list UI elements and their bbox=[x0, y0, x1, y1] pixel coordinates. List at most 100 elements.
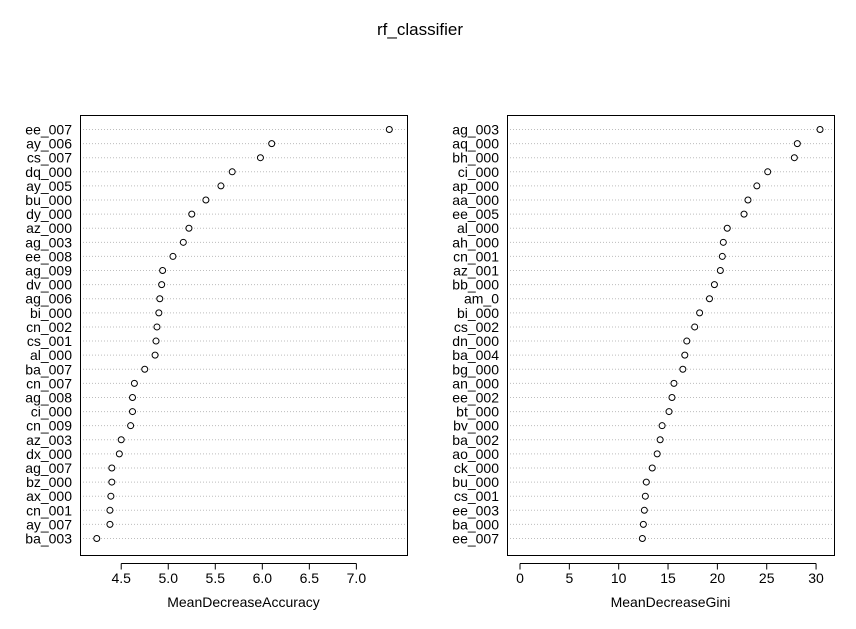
category-label: bg_000 bbox=[452, 361, 499, 377]
data-point bbox=[385, 126, 393, 133]
data-point bbox=[155, 309, 163, 317]
data-point bbox=[130, 379, 138, 387]
data-point bbox=[152, 337, 160, 345]
category-label: ba_004 bbox=[452, 347, 499, 363]
x-tick-label: 30 bbox=[808, 570, 824, 586]
category-label: dn_000 bbox=[452, 333, 499, 349]
data-point bbox=[668, 393, 676, 401]
data-point bbox=[793, 140, 801, 148]
data-point bbox=[691, 323, 699, 331]
data-point bbox=[169, 252, 177, 260]
category-label: ee_002 bbox=[452, 389, 499, 405]
category-label: ax_000 bbox=[26, 488, 72, 504]
data-point bbox=[740, 210, 748, 218]
data-point bbox=[217, 182, 225, 190]
data-point bbox=[681, 351, 689, 359]
category-label: bz_000 bbox=[26, 474, 72, 490]
data-point bbox=[639, 520, 647, 528]
category-label: aq_000 bbox=[452, 136, 499, 152]
data-point bbox=[656, 436, 664, 444]
category-label: ag_007 bbox=[25, 460, 72, 476]
data-point bbox=[653, 450, 661, 458]
category-label: ag_003 bbox=[452, 122, 499, 138]
category-label: ck_000 bbox=[454, 460, 499, 476]
data-point bbox=[641, 492, 649, 500]
category-label: bt_000 bbox=[456, 404, 499, 420]
chart-title: rf_classifier bbox=[377, 20, 463, 39]
data-point bbox=[710, 281, 718, 289]
data-point bbox=[127, 422, 135, 430]
category-label: bi_000 bbox=[30, 305, 72, 321]
category-label: am_0 bbox=[464, 291, 499, 307]
data-point bbox=[108, 464, 116, 472]
category-label: cn_002 bbox=[26, 319, 72, 335]
category-label: cn_009 bbox=[26, 418, 72, 434]
category-label: dv_000 bbox=[26, 277, 72, 293]
data-point bbox=[753, 182, 761, 190]
category-label: dy_000 bbox=[26, 206, 72, 222]
plot-frame bbox=[507, 115, 835, 556]
x-tick-label: 0 bbox=[516, 570, 524, 586]
data-point bbox=[640, 506, 648, 514]
data-point bbox=[158, 281, 166, 289]
data-point bbox=[642, 478, 650, 486]
accuracy-x-axis-title: MeanDecreaseAccuracy bbox=[167, 594, 320, 610]
accuracy-dotchart-panel: ee_007ay_006cs_007dq_000ay_005bu_000dy_0… bbox=[25, 115, 408, 610]
category-label: ee_005 bbox=[452, 206, 499, 222]
data-point bbox=[705, 295, 713, 303]
category-label: cs_002 bbox=[454, 319, 499, 335]
gini-x-axis-title: MeanDecreaseGini bbox=[611, 594, 731, 610]
data-point bbox=[153, 323, 161, 331]
data-point bbox=[129, 393, 137, 401]
data-point bbox=[115, 450, 123, 458]
category-label: cn_001 bbox=[453, 248, 499, 264]
category-label: dx_000 bbox=[26, 446, 72, 462]
data-point bbox=[141, 365, 149, 373]
data-point bbox=[151, 351, 159, 359]
data-point bbox=[638, 535, 646, 542]
category-label: ee_007 bbox=[25, 122, 72, 138]
category-label: cn_001 bbox=[26, 502, 72, 518]
data-point bbox=[106, 506, 114, 514]
category-label: ba_003 bbox=[25, 531, 72, 547]
category-label: ag_009 bbox=[25, 263, 72, 279]
category-label: bi_000 bbox=[457, 305, 499, 321]
category-label: az_000 bbox=[26, 220, 72, 236]
data-point bbox=[185, 224, 193, 232]
category-label: bu_000 bbox=[25, 192, 72, 208]
category-label: ee_007 bbox=[452, 531, 499, 547]
plot-frame bbox=[80, 115, 408, 556]
x-tick-label: 6.0 bbox=[253, 570, 273, 586]
x-tick-label: 4.5 bbox=[111, 570, 131, 586]
x-tick-label: 6.5 bbox=[300, 570, 320, 586]
category-label: ay_007 bbox=[26, 516, 72, 532]
category-label: an_000 bbox=[452, 375, 499, 391]
x-tick-label: 25 bbox=[759, 570, 775, 586]
category-label: az_003 bbox=[26, 432, 72, 448]
data-point bbox=[106, 520, 114, 528]
category-label: ee_008 bbox=[25, 248, 72, 264]
category-label: cs_001 bbox=[454, 488, 499, 504]
data-point bbox=[683, 337, 691, 345]
category-label: ao_000 bbox=[452, 446, 499, 462]
x-tick-label: 5 bbox=[565, 570, 573, 586]
x-tick-label: 20 bbox=[710, 570, 726, 586]
data-point bbox=[129, 408, 137, 416]
data-point bbox=[268, 140, 276, 148]
data-point bbox=[107, 492, 115, 500]
data-point bbox=[744, 196, 752, 204]
data-point bbox=[658, 422, 666, 430]
data-point bbox=[816, 126, 824, 133]
category-label: cn_007 bbox=[26, 375, 72, 391]
category-label: bh_000 bbox=[452, 150, 499, 166]
category-label: cs_001 bbox=[27, 333, 72, 349]
data-point bbox=[202, 196, 210, 204]
data-point bbox=[679, 365, 687, 373]
category-label: cs_007 bbox=[27, 150, 72, 166]
category-label: ag_006 bbox=[25, 291, 72, 307]
data-point bbox=[256, 154, 264, 162]
data-point bbox=[93, 535, 101, 542]
category-label: al_000 bbox=[30, 347, 72, 363]
gini-dotchart-panel: ag_003aq_000bh_000ci_000ap_000aa_000ee_0… bbox=[452, 115, 835, 610]
